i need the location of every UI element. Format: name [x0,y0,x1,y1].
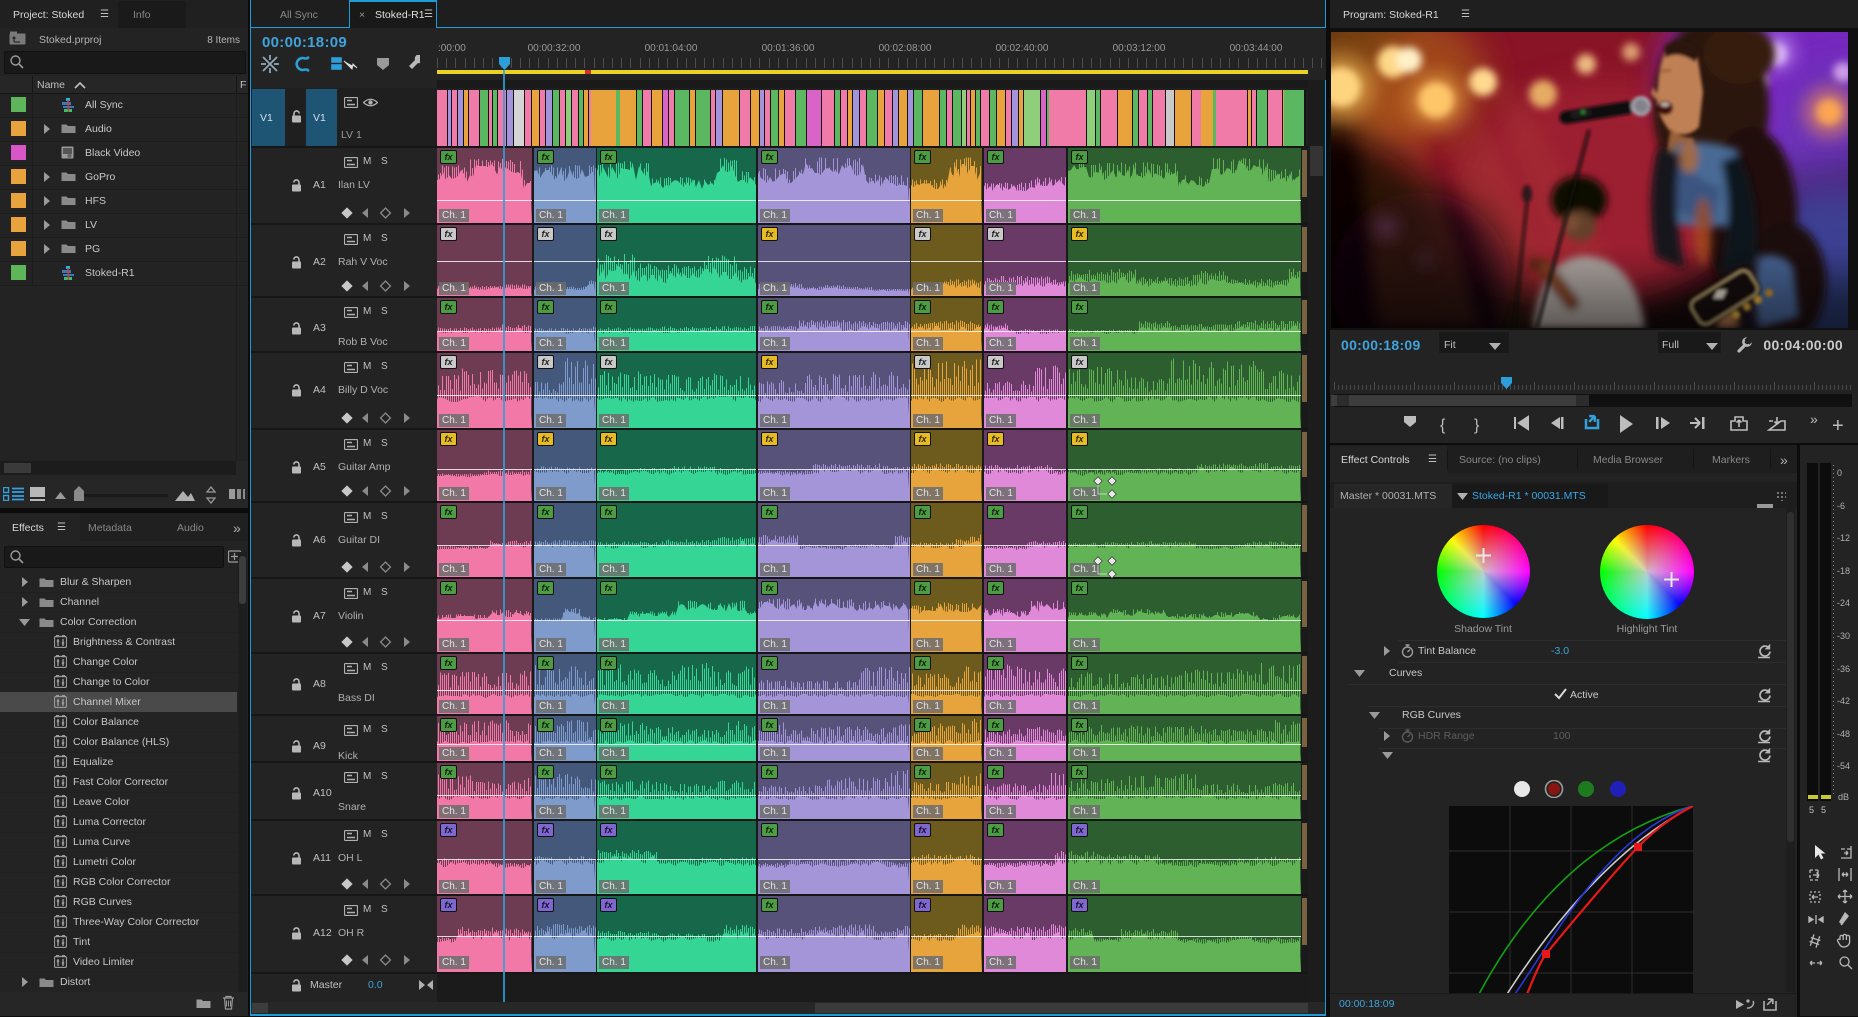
svg-text:+: + [1832,415,1844,437]
svg-text:}: } [1474,417,1480,434]
svg-text:{: { [1440,417,1446,434]
svg-text:»: » [1810,411,1818,427]
